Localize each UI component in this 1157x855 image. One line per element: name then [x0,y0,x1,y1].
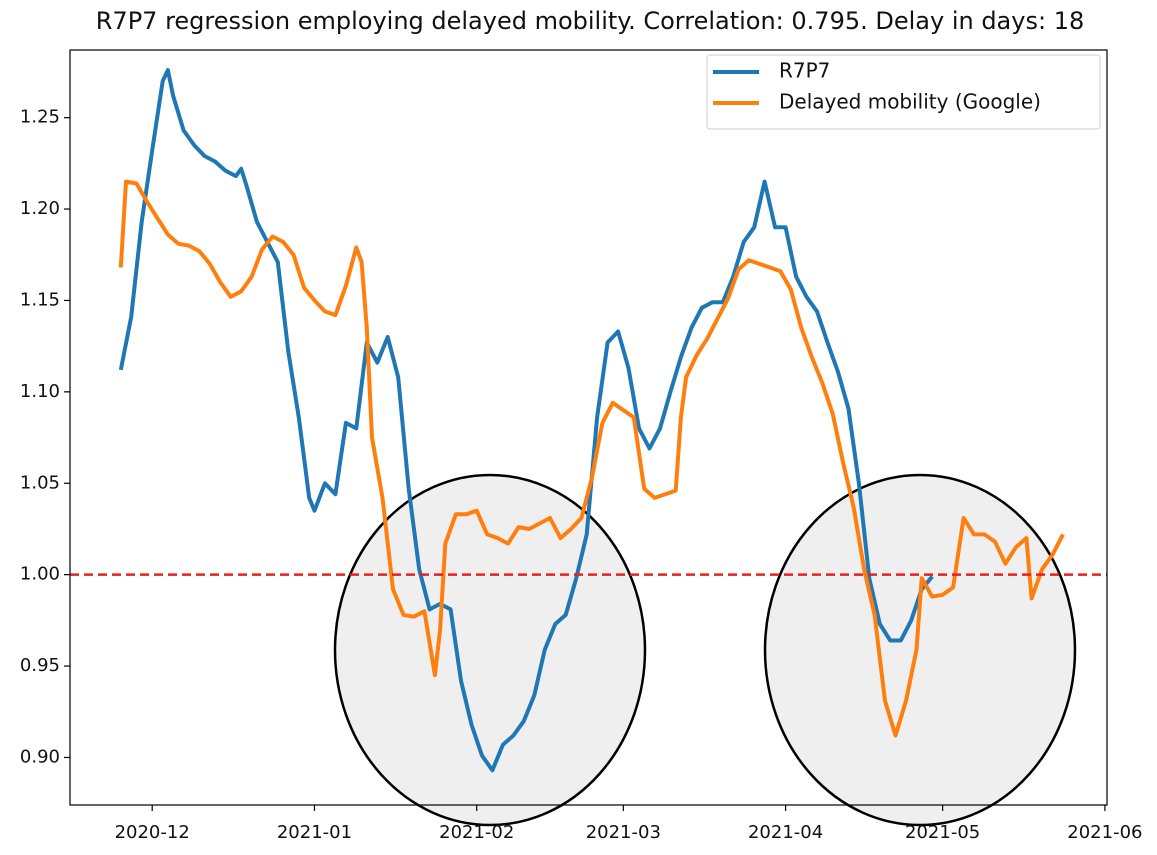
legend-box [706,54,1101,130]
x-tick-label: 2021-02 [439,822,514,843]
x-tick-label: 2021-03 [586,822,661,843]
y-tick-label: 0.90 [20,746,60,767]
legend-label: Delayed mobility (Google) [779,90,1041,114]
chart-title: R7P7 regression employing delayed mobili… [96,7,1084,35]
series-line [118,68,934,773]
y-tick-label: 1.20 [20,198,60,219]
y-tick-label: 1.10 [20,381,60,402]
y-tick-label: 1.00 [20,564,60,585]
x-tick-label: 2021-01 [277,822,352,843]
plot-frame [69,49,1108,806]
series-line [118,179,1065,738]
y-tick-label: 0.95 [20,655,60,676]
x-tick-label: 2021-05 [905,822,980,843]
legend-label: R7P7 [779,59,830,83]
y-tick-label: 1.05 [20,472,60,493]
y-tick-label: 1.15 [20,289,60,310]
highlight-circle [763,473,1077,827]
background-layer [333,473,1077,827]
y-tick-label: 1.25 [20,107,60,128]
x-tick-label: 2021-06 [1067,822,1142,843]
x-tick-label: 2020-12 [115,822,190,843]
x-tick-label: 2021-04 [748,822,823,843]
highlight-circle [333,473,647,827]
